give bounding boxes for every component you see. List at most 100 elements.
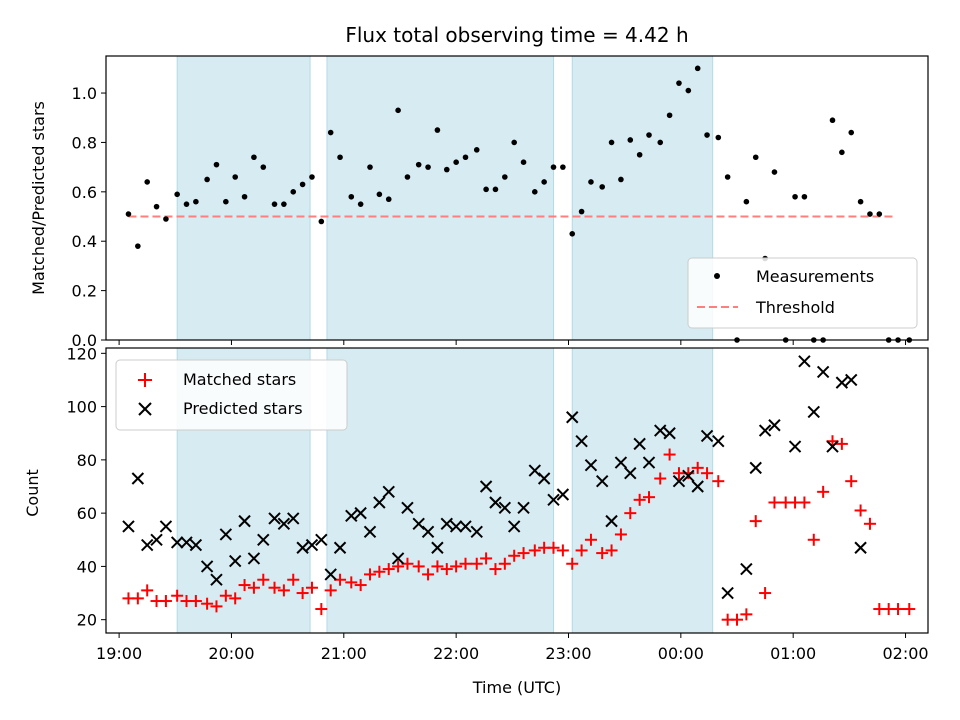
matched-stars-point (373, 565, 386, 578)
ratio-y-tick-label: 0.8 (72, 133, 97, 152)
predicted-stars-point (287, 512, 300, 525)
predicted-stars-point (150, 533, 163, 546)
predicted-stars-point (835, 376, 849, 389)
matched-stars-point (229, 592, 242, 605)
predicted-stars-point (642, 456, 656, 469)
measurement-point (694, 65, 701, 72)
predicted-stars-point (247, 552, 261, 565)
ratio-y-tick-label: 0.6 (72, 183, 97, 202)
matched-stars-point (201, 597, 214, 610)
measurement-point (281, 201, 287, 207)
measurement-point (636, 151, 643, 158)
count-plot-frame (105, 347, 929, 634)
measurement-point (204, 176, 210, 183)
measurement-point (376, 191, 383, 198)
predicted-stars-point (624, 466, 637, 480)
predicted-stars-point (633, 437, 646, 451)
ratio-panel: 0.0 0.2 0.4 0.6 0.8 1.0 Flux total observing … (29, 23, 929, 350)
measurement-point (560, 164, 566, 170)
predicted-stars-point (575, 435, 588, 448)
matched-stars-point (305, 581, 318, 594)
predicted-stars-point (547, 493, 560, 507)
predicted-stars-point (391, 552, 405, 565)
measurement-point (443, 166, 450, 173)
matched-stars-point (508, 549, 521, 562)
matched-stars-point (219, 589, 232, 602)
matched-stars-point (817, 485, 830, 498)
count-y-tick-label: 60 (77, 504, 97, 523)
legend-marker-predicted (138, 402, 152, 416)
matched-stars-point (517, 547, 530, 560)
measurement-point (724, 174, 731, 180)
predicted-stars-point (700, 429, 714, 443)
matched-stars-point (324, 584, 337, 597)
predicted-stars-point (373, 496, 386, 509)
count-y-axis-label: Count (23, 469, 42, 517)
measurement-point (771, 169, 778, 175)
measurement-point (367, 164, 373, 170)
ratio-y-axis-label: Matched/Predicted stars (29, 101, 48, 295)
measurement-point (569, 231, 576, 237)
measurement-point (550, 164, 557, 170)
predicted-stars-point (749, 461, 762, 475)
count-legend-box (115, 359, 348, 431)
predicted-stars-point (788, 440, 802, 453)
predicted-stars-point (682, 469, 695, 483)
measurement-point (395, 107, 401, 114)
predicted-stars-point (401, 501, 414, 515)
matched-stars-point (141, 584, 154, 597)
predicted-stars-point (449, 520, 463, 533)
matched-stars-point (422, 568, 435, 581)
measurement-point (163, 216, 169, 222)
predicted-stars-point (816, 365, 830, 379)
measurement-point (531, 189, 538, 195)
predicted-stars-point (798, 355, 811, 368)
predicted-stars-point (189, 538, 203, 552)
predicted-stars-point (421, 525, 435, 538)
matched-stars-point (845, 475, 858, 488)
predicted-stars-point (584, 458, 598, 472)
measurement-point (810, 337, 817, 343)
count-y-tick-label: 120 (66, 344, 97, 363)
measurement-point (483, 186, 489, 193)
measurement-point (135, 243, 141, 249)
matched-stars-point (614, 528, 627, 541)
predicted-stars-point (845, 373, 858, 387)
measurement-point (502, 174, 508, 180)
predicted-stars-point (807, 405, 820, 419)
predicted-stars-point (826, 440, 839, 453)
matched-stars-point (624, 507, 637, 520)
predicted-stars-point (305, 538, 319, 552)
matched-stars-point (498, 557, 511, 570)
matched-stars-point (480, 552, 493, 565)
measurement-point (792, 193, 798, 200)
matched-stars-point (749, 515, 762, 528)
predicted-stars-point (663, 427, 676, 440)
measurement-point (676, 80, 682, 86)
matched-stars-point (768, 496, 781, 509)
measurement-point (125, 211, 132, 217)
predicted-stars-point (712, 435, 725, 448)
matched-stars-point (740, 608, 753, 621)
predicted-stars-point (228, 554, 242, 568)
legend-marker-matched (138, 373, 152, 387)
predicted-stars-point (854, 541, 867, 554)
matched-stars-point (663, 448, 676, 461)
measurement-point (473, 147, 480, 153)
measurement-point (492, 186, 499, 193)
measurement-point (885, 337, 892, 343)
matched-stars-point (643, 491, 656, 504)
legend-marker-measurements (714, 273, 720, 279)
predicted-stars-point (122, 520, 135, 533)
measurement-point (348, 193, 355, 200)
measurement-point (309, 174, 315, 180)
predicted-stars-point (333, 541, 347, 554)
x-tick-label: 23:00 (545, 644, 591, 663)
predicted-stars-point (768, 419, 781, 432)
matched-stars-point (556, 544, 569, 557)
measurement-point (415, 161, 422, 168)
x-tick-label: 21:00 (321, 644, 367, 663)
measurement-point (578, 208, 585, 215)
x-axis-label: Time (UTC) (472, 678, 561, 697)
